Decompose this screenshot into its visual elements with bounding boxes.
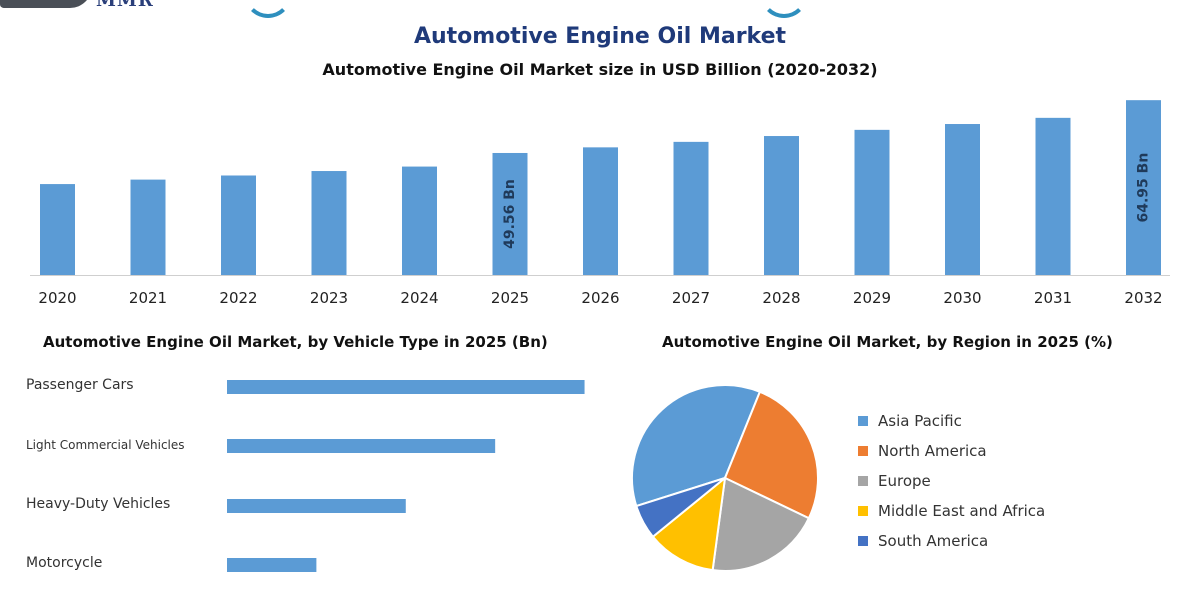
bar-2031 bbox=[1035, 117, 1071, 275]
legend-item-south-america: South America bbox=[858, 526, 1045, 556]
vehicle-label-heavy-duty-vehicles: Heavy-Duty Vehicles bbox=[26, 496, 171, 513]
bar-2032 bbox=[1126, 100, 1161, 275]
legend-swatch bbox=[858, 506, 868, 516]
vehicle-bar-heavy-duty-vehicles bbox=[227, 499, 406, 513]
main-title: Automotive Engine Oil Market bbox=[413, 24, 787, 49]
bar-2027 bbox=[673, 141, 709, 275]
bar-2024 bbox=[402, 166, 437, 275]
bar-2023 bbox=[311, 171, 347, 275]
x-tick-2032: 2032 bbox=[1124, 289, 1162, 307]
x-tick-2030: 2030 bbox=[943, 289, 981, 307]
pie-slice-middle-east-and-africa bbox=[651, 475, 727, 572]
region-chart-title: Automotive Engine Oil Market, by Region … bbox=[662, 333, 1113, 351]
brand-logo: MMR bbox=[0, 0, 200, 12]
vehicle-type-bar-chart bbox=[227, 380, 585, 572]
x-tick-2027: 2027 bbox=[672, 289, 710, 307]
pie-slice-north-america bbox=[723, 390, 819, 520]
x-tick-2021: 2021 bbox=[129, 289, 167, 307]
vehicle-label-light-commercial-vehicles: Light Commercial Vehicles bbox=[26, 437, 185, 452]
bar-2030 bbox=[945, 124, 980, 275]
legend-swatch bbox=[858, 476, 868, 486]
x-tick-2026: 2026 bbox=[581, 289, 619, 307]
data-label-2032: 64.95 Bn bbox=[1136, 153, 1152, 223]
bar-chart-title: Automotive Engine Oil Market size in USD… bbox=[322, 60, 878, 79]
bar-2021 bbox=[130, 179, 166, 275]
pie-slice-europe bbox=[711, 476, 811, 572]
legend-swatch bbox=[858, 416, 868, 426]
x-tick-2024: 2024 bbox=[400, 289, 438, 307]
pie-slice-asia-pacific bbox=[631, 384, 762, 508]
legend-item-europe: Europe bbox=[858, 466, 1045, 496]
legend-label: Europe bbox=[878, 472, 931, 490]
vehicle-chart-title: Automotive Engine Oil Market, by Vehicle… bbox=[43, 333, 548, 351]
decorative-arc-left bbox=[244, 0, 292, 18]
vehicle-label-passenger-cars: Passenger Cars bbox=[26, 377, 134, 394]
legend-item-asia-pacific: Asia Pacific bbox=[858, 406, 1045, 436]
x-tick-2031: 2031 bbox=[1034, 289, 1072, 307]
bar-2026 bbox=[583, 147, 618, 275]
x-tick-2020: 2020 bbox=[38, 289, 76, 307]
legend-item-north-america: North America bbox=[858, 436, 1045, 466]
bar-2025 bbox=[492, 152, 528, 275]
legend-item-middle-east-and-africa: Middle East and Africa bbox=[858, 496, 1045, 526]
legend-label: Asia Pacific bbox=[878, 412, 962, 430]
bar-2029 bbox=[854, 129, 890, 275]
x-tick-2028: 2028 bbox=[762, 289, 800, 307]
x-tick-2022: 2022 bbox=[219, 289, 257, 307]
decorative-arc-right bbox=[760, 0, 808, 18]
bar-2028 bbox=[764, 136, 799, 275]
legend-swatch bbox=[858, 536, 868, 546]
logo-text: MMR bbox=[96, 0, 154, 11]
legend-label: Middle East and Africa bbox=[878, 502, 1046, 520]
region-legend: Asia Pacific North America Europe Middle Ea… bbox=[858, 406, 1045, 556]
data-label-2025: 49.56 Bn bbox=[502, 179, 518, 249]
vehicle-bar-light-commercial-vehicles bbox=[227, 439, 496, 453]
vehicle-bar-motorcycle bbox=[227, 558, 317, 572]
logo-swoosh bbox=[0, 0, 92, 8]
bar-2022 bbox=[221, 175, 256, 275]
vehicle-label-motorcycle: Motorcycle bbox=[26, 555, 103, 572]
yearly-bar-chart: 2020 2021 2022 2023 2024 2025 49.56 Bn 2026 2027… bbox=[30, 100, 1170, 307]
x-tick-2025: 2025 bbox=[491, 289, 529, 307]
vehicle-bar-passenger-cars bbox=[227, 380, 585, 394]
x-tick-2023: 2023 bbox=[310, 289, 348, 307]
legend-label: North America bbox=[878, 442, 987, 460]
region-pie-chart bbox=[631, 384, 819, 572]
x-tick-2029: 2029 bbox=[853, 289, 891, 307]
pie-slice-south-america bbox=[635, 477, 726, 539]
bar-2020 bbox=[40, 184, 75, 275]
legend-label: South America bbox=[878, 532, 989, 550]
legend-swatch bbox=[858, 446, 868, 456]
